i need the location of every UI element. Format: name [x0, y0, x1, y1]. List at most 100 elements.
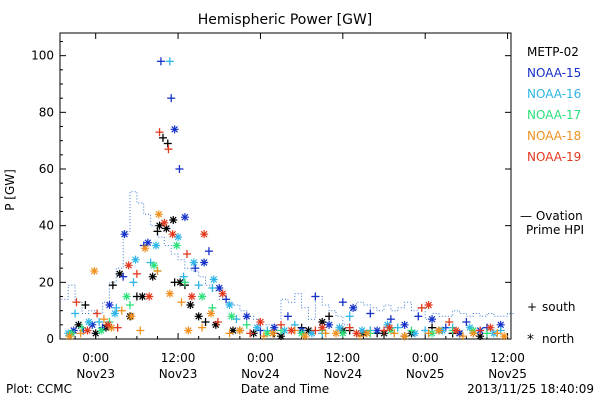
north-marker	[198, 292, 207, 301]
north-marker	[297, 329, 306, 338]
y-axis-label: P [GW]	[3, 169, 17, 211]
north-symbol: *	[527, 332, 534, 348]
north-marker	[215, 284, 224, 292]
north-marker	[434, 326, 443, 335]
north-marker	[277, 332, 286, 341]
north-marker	[189, 258, 198, 267]
north-marker	[105, 301, 114, 309]
y-tick-label: 80	[39, 105, 54, 119]
north-marker	[465, 323, 474, 332]
legend-entry: NOAA-15	[527, 66, 581, 80]
ovation-legend-line1: — Ovation	[520, 209, 583, 223]
north-marker	[174, 233, 183, 241]
north-marker	[186, 301, 195, 309]
north-marker	[145, 292, 154, 301]
north-marker	[335, 323, 344, 332]
x-tick-date-label: Nov25	[406, 367, 445, 381]
north-marker	[143, 238, 152, 247]
north-marker	[187, 292, 196, 301]
south-symbol: +	[527, 300, 537, 314]
north-marker	[152, 241, 161, 250]
x-tick-time-label: 12:00	[326, 351, 361, 365]
north-marker	[97, 326, 106, 335]
north-marker	[362, 329, 371, 338]
north-marker	[476, 332, 485, 341]
north-marker	[141, 244, 150, 253]
x-tick-date-label: Nov23	[76, 367, 115, 381]
north-marker	[486, 323, 495, 332]
north-marker	[225, 301, 234, 309]
north-marker	[150, 261, 159, 270]
footer-timestamp: 2013/11/25 18:40:09	[467, 382, 594, 396]
north-marker	[91, 329, 100, 338]
north-marker	[352, 329, 361, 338]
north-marker	[155, 221, 164, 230]
ovation-legend: — Ovation Prime HPI	[520, 209, 584, 237]
north-marker	[218, 289, 227, 298]
north-marker	[88, 320, 97, 329]
north-marker	[410, 329, 419, 338]
north-marker	[200, 258, 209, 267]
x-tick-date-label: Nov25	[488, 367, 527, 381]
north-marker	[148, 272, 157, 281]
north-marker	[318, 318, 327, 326]
north-marker	[307, 329, 316, 338]
north-marker	[90, 267, 99, 275]
x-tick-time-label: 0:00	[247, 351, 274, 365]
marker-legend: + south * north	[527, 300, 576, 348]
x-tick-date-label: Nov23	[159, 367, 198, 381]
legend-entry: NOAA-18	[527, 129, 581, 143]
north-marker	[469, 329, 478, 338]
north-marker	[138, 292, 147, 301]
north-marker	[184, 326, 193, 335]
x-tick-date-label: Nov24	[323, 367, 362, 381]
legend-entry: METP-02	[527, 45, 579, 59]
y-axis-ticks: 0 20 40 60 80 100	[31, 41, 511, 346]
north-marker	[115, 269, 124, 278]
north-marker	[386, 326, 395, 335]
north-marker	[338, 329, 347, 338]
north-marker	[331, 329, 340, 338]
north-marker	[168, 230, 177, 239]
north-marker	[287, 326, 296, 335]
north-marker	[180, 213, 189, 222]
satellite-markers	[64, 57, 509, 341]
north-marker	[124, 261, 133, 270]
north-marker	[122, 292, 131, 301]
north-marker	[209, 275, 218, 284]
north-marker	[200, 230, 209, 239]
plot-frame	[59, 32, 512, 340]
legend-entry: NOAA-16	[527, 87, 581, 101]
x-tick-time-label: 12:00	[490, 351, 525, 365]
north-marker	[107, 323, 116, 332]
north-marker	[84, 318, 93, 326]
north-marker	[170, 125, 179, 134]
north-marker	[235, 326, 244, 335]
north-marker	[110, 309, 119, 318]
north-marker	[268, 329, 277, 338]
north-marker	[227, 312, 236, 321]
y-tick-label: 20	[39, 275, 54, 289]
north-marker	[172, 241, 181, 250]
north-marker	[211, 320, 220, 329]
north-marker	[349, 303, 358, 312]
north-marker	[325, 320, 334, 329]
north-marker	[65, 332, 74, 341]
north-marker	[176, 278, 185, 287]
north-marker	[301, 332, 310, 341]
north-marker	[120, 230, 129, 239]
north-marker	[500, 332, 509, 341]
north-marker	[127, 312, 136, 321]
x-tick-time-label: 0:00	[412, 351, 439, 365]
north-marker	[263, 329, 272, 338]
x-tick-time-label: 0:00	[82, 351, 109, 365]
north-marker	[400, 332, 409, 341]
north-marker	[256, 318, 265, 326]
north-marker	[83, 326, 92, 335]
north-marker	[131, 255, 140, 264]
x-tick-date-label: Nov24	[241, 367, 280, 381]
legend-entry: NOAA-19	[527, 150, 581, 164]
x-axis-ticks: 0:00 Nov23 12:00 Nov23 0:00 Nov24 12:00 Nov24 0:…	[74, 33, 527, 381]
